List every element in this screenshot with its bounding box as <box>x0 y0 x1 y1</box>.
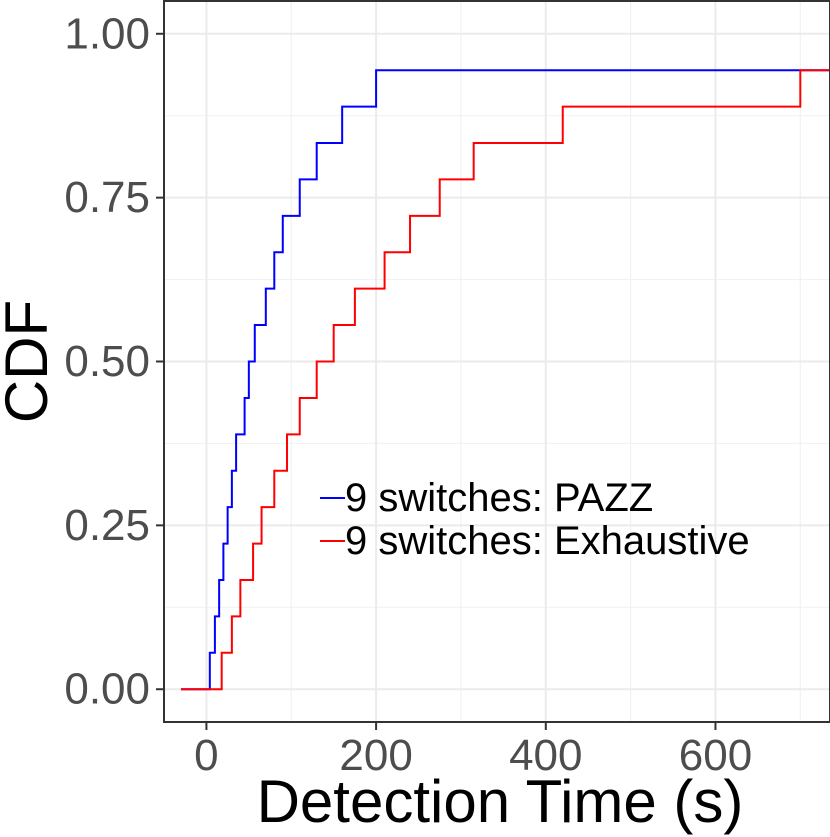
legend: 9 switches: PAZZ 9 switches: Exhaustive <box>320 476 750 563</box>
y-tick-label: 1.00 <box>64 9 150 58</box>
series-lines <box>180 33 830 691</box>
x-axis-title: Detection Time (s) <box>257 768 744 835</box>
series-line-pazz <box>180 33 830 691</box>
y-tick-label: 0.50 <box>64 337 150 386</box>
axes: 0.00 0.25 0.50 0.75 1.00 0 200 400 600 <box>64 0 830 780</box>
legend-label-exhaustive: 9 switches: Exhaustive <box>345 519 750 563</box>
x-tick-label: 400 <box>509 731 582 780</box>
y-axis-title: CDF <box>0 300 60 423</box>
x-tick-label: 200 <box>339 731 412 780</box>
grid-lines <box>164 1 830 722</box>
legend-label-pazz: 9 switches: PAZZ <box>345 476 653 520</box>
x-tick-label: 600 <box>679 731 752 780</box>
y-tick-label: 0.75 <box>64 173 150 222</box>
x-tick-label: 0 <box>194 731 218 780</box>
y-tick-label: 0.25 <box>64 501 150 550</box>
series-line-exhaustive <box>180 33 830 691</box>
y-tick-label: 0.00 <box>64 665 150 714</box>
